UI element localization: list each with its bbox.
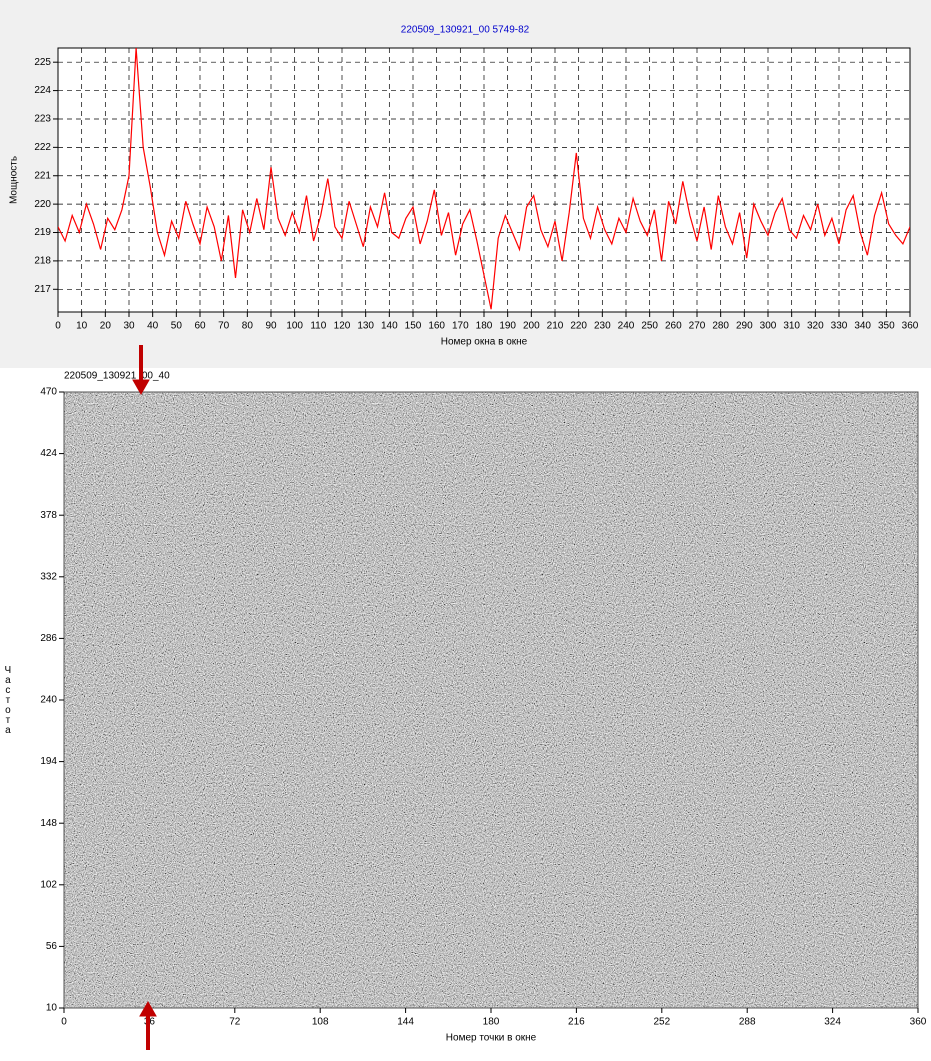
y-tick-label: 424 xyxy=(40,448,57,459)
x-tick-label: 0 xyxy=(61,1017,67,1028)
x-tick-label: 10 xyxy=(76,321,88,332)
x-tick-label: 90 xyxy=(265,321,277,332)
x-tick-label: 200 xyxy=(523,321,540,332)
y-tick-label: 223 xyxy=(34,114,51,125)
x-tick-label: 70 xyxy=(218,321,230,332)
x-tick-label: 288 xyxy=(739,1017,756,1028)
x-tick-label: 220 xyxy=(570,321,587,332)
y-tick-label: 219 xyxy=(34,227,51,238)
x-tick-label: 20 xyxy=(100,321,112,332)
y-tick-label: 470 xyxy=(40,387,57,398)
x-tick-label: 280 xyxy=(712,321,729,332)
spectrogram xyxy=(64,392,918,1008)
x-tick-label: 120 xyxy=(334,321,351,332)
chart-title: 220509_130921_00 5749-82 xyxy=(401,25,530,36)
y-tick-label: 217 xyxy=(34,284,51,295)
y-tick-label: 10 xyxy=(46,1003,58,1014)
x-tick-label: 108 xyxy=(312,1017,329,1028)
y-axis-label: Частота xyxy=(2,665,13,735)
x-tick-label: 360 xyxy=(902,321,919,332)
y-tick-label: 220 xyxy=(34,199,51,210)
x-tick-label: 30 xyxy=(123,321,135,332)
x-tick-label: 40 xyxy=(147,321,159,332)
y-tick-label: 218 xyxy=(34,256,51,267)
x-tick-label: 240 xyxy=(618,321,635,332)
x-tick-label: 110 xyxy=(310,321,326,332)
image-chart: 220509_130921_00_40 10 56 102 148 194 240 286 33… xyxy=(2,371,926,1044)
y-tick-label: 56 xyxy=(46,941,58,952)
x-tick-label: 180 xyxy=(483,1017,500,1028)
x-tick-label: 216 xyxy=(568,1017,585,1028)
y-axis-label: Мощность xyxy=(9,156,20,204)
y-tick-label: 222 xyxy=(34,142,51,153)
x-tick-label: 140 xyxy=(381,321,398,332)
x-tick-label: 160 xyxy=(428,321,445,332)
x-tick-label: 170 xyxy=(452,321,469,332)
x-tick-label: 340 xyxy=(854,321,871,332)
x-tick-label: 72 xyxy=(229,1017,241,1028)
x-tick-label: 60 xyxy=(194,321,206,332)
x-tick-label: 250 xyxy=(641,321,658,332)
arrows xyxy=(132,345,157,1050)
x-tick-label: 300 xyxy=(760,321,777,332)
y-tick-label: 378 xyxy=(40,510,57,521)
y-tick-label: 102 xyxy=(40,879,57,890)
x-tick-label: 360 xyxy=(910,1017,927,1028)
x-tick-label: 230 xyxy=(594,321,611,332)
y-tick-label: 221 xyxy=(34,170,51,181)
x-tick-label: 80 xyxy=(242,321,254,332)
x-tick-label: 330 xyxy=(831,321,848,332)
y-tick-label: 194 xyxy=(40,756,57,767)
line-chart: 220509_130921_00 5749-82 217 218 219 220 221 2… xyxy=(9,25,919,348)
x-tick-label: 310 xyxy=(783,321,800,332)
x-tick-label: 0 xyxy=(55,321,61,332)
x-tick-label: 130 xyxy=(357,321,374,332)
x-tick-label: 210 xyxy=(547,321,564,332)
x-tick-label: 150 xyxy=(405,321,422,332)
x-tick-label: 252 xyxy=(653,1017,670,1028)
y-tick-label: 225 xyxy=(34,57,51,68)
x-tick-label: 324 xyxy=(824,1017,841,1028)
y-tick-label: 332 xyxy=(40,571,57,582)
chart-title: 220509_130921_00_40 xyxy=(64,371,170,382)
y-tick-label: 240 xyxy=(40,695,57,706)
x-axis-label: Номер точки в окне xyxy=(446,1033,537,1044)
y-tick-label: 224 xyxy=(34,85,51,96)
x-tick-label: 320 xyxy=(807,321,824,332)
x-tick-label: 260 xyxy=(665,321,682,332)
x-tick-label: 180 xyxy=(476,321,493,332)
x-tick-label: 270 xyxy=(689,321,706,332)
x-tick-label: 290 xyxy=(736,321,753,332)
x-tick-label: 350 xyxy=(878,321,895,332)
y-tick-label: 286 xyxy=(40,633,57,644)
line xyxy=(58,48,910,310)
x-tick-label: 50 xyxy=(171,321,183,332)
x-axis-label: Номер окна в окне xyxy=(441,337,528,348)
y-tick-label: 148 xyxy=(40,818,57,829)
x-tick-label: 190 xyxy=(499,321,516,332)
x-tick-label: 100 xyxy=(286,321,303,332)
x-tick-label: 144 xyxy=(397,1017,414,1028)
